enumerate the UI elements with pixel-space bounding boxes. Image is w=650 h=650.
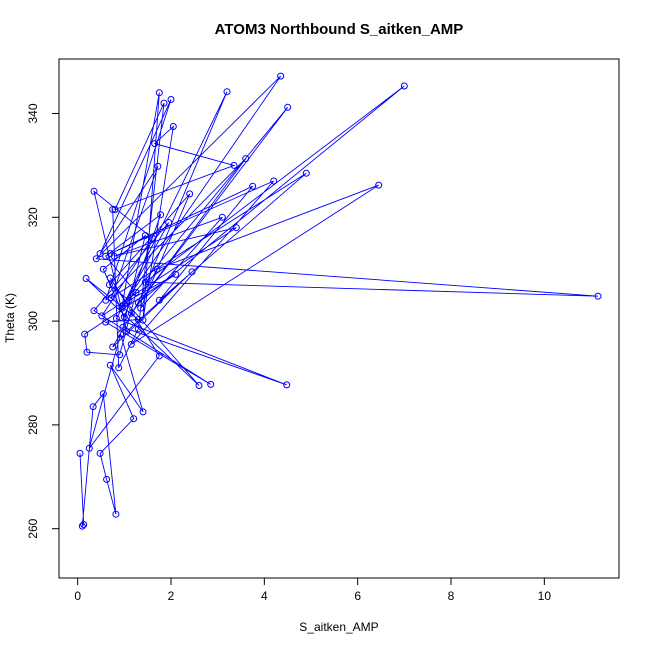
x-tick-label: 0 <box>74 589 81 603</box>
data-point <box>232 224 240 232</box>
data-point <box>148 234 156 242</box>
data-point <box>141 232 149 239</box>
data-point <box>99 390 107 398</box>
data-point <box>283 381 291 389</box>
y-tick-label: 260 <box>26 518 40 538</box>
data-point <box>115 364 123 372</box>
data-point <box>119 323 127 331</box>
data-point <box>157 211 165 219</box>
data-point <box>76 449 84 457</box>
x-axis-label: S_aitken_AMP <box>299 620 378 634</box>
data-point <box>230 161 238 169</box>
data-point <box>107 294 115 302</box>
x-tick-label: 4 <box>261 589 268 603</box>
data-point <box>139 408 147 416</box>
data-point <box>134 299 142 307</box>
data-point <box>109 206 117 213</box>
chart-title: ATOM3 Northbound S_aitken_AMP <box>215 21 464 38</box>
data-point <box>96 250 104 258</box>
data-point <box>106 274 114 282</box>
data-point <box>249 182 257 190</box>
data-point <box>284 103 292 111</box>
data-point <box>90 187 98 195</box>
data-point <box>105 281 113 289</box>
data-point <box>109 343 117 351</box>
data-point <box>118 303 126 311</box>
data-point <box>242 155 250 163</box>
data-point <box>85 444 93 452</box>
data-point <box>302 169 310 177</box>
data-point <box>132 289 140 296</box>
data-point <box>116 351 124 359</box>
data-point <box>139 316 147 324</box>
data-point <box>134 325 142 333</box>
x-tick-label: 6 <box>354 589 361 603</box>
data-point <box>103 475 111 483</box>
data-point <box>123 328 131 335</box>
data-point <box>141 278 149 286</box>
data-point <box>106 361 114 369</box>
data-point <box>155 89 163 97</box>
data-point <box>375 181 383 189</box>
data-point <box>186 190 194 198</box>
data-point <box>154 162 162 170</box>
data-point <box>167 96 175 103</box>
data-point <box>80 521 88 528</box>
data-point <box>169 123 177 130</box>
data-point <box>83 348 91 356</box>
data-point <box>82 275 90 282</box>
data-point <box>90 307 98 315</box>
data-point <box>165 219 173 226</box>
data-point <box>188 268 196 276</box>
data-point <box>112 510 120 518</box>
series-layer <box>76 72 602 530</box>
data-point <box>153 265 161 273</box>
x-tick-label: 2 <box>168 589 175 603</box>
data-point <box>117 330 125 338</box>
data-point <box>172 270 180 278</box>
data-point <box>155 296 163 304</box>
data-point <box>127 340 135 348</box>
y-tick-label: 280 <box>26 415 40 435</box>
data-point <box>130 415 138 423</box>
data-point <box>151 140 159 148</box>
x-tick-label: 8 <box>448 589 455 603</box>
data-point <box>155 352 163 360</box>
y-axis: 260 280 300 320 340 <box>26 103 60 539</box>
data-point <box>96 449 104 457</box>
data-point <box>120 313 128 321</box>
data-point <box>102 318 110 326</box>
data-point <box>102 296 110 304</box>
x-axis: 0 2 4 6 8 10 <box>74 577 552 603</box>
data-point <box>125 296 133 304</box>
data-point <box>98 312 106 320</box>
data-point <box>277 72 285 80</box>
data-point <box>270 177 278 185</box>
data-point <box>112 315 120 322</box>
data-point <box>223 88 231 96</box>
y-axis-label: Theta (K) <box>3 293 17 343</box>
data-point <box>81 330 89 338</box>
y-tick-label: 340 <box>26 103 40 123</box>
data-point <box>400 82 408 90</box>
data-point <box>106 250 114 258</box>
x-tick-label: 10 <box>538 589 552 603</box>
data-point <box>92 255 100 263</box>
series-line <box>79 75 599 528</box>
y-tick-label: 320 <box>26 207 40 227</box>
data-point <box>594 292 602 300</box>
data-point <box>218 213 226 221</box>
y-tick-label: 300 <box>26 311 40 331</box>
data-point <box>127 309 135 317</box>
data-point <box>207 380 215 388</box>
data-point <box>89 403 97 411</box>
data-point <box>160 99 168 107</box>
data-point <box>111 206 119 213</box>
data-point <box>99 265 107 273</box>
data-point <box>195 382 203 389</box>
data-point <box>134 316 142 323</box>
data-point <box>78 522 86 530</box>
